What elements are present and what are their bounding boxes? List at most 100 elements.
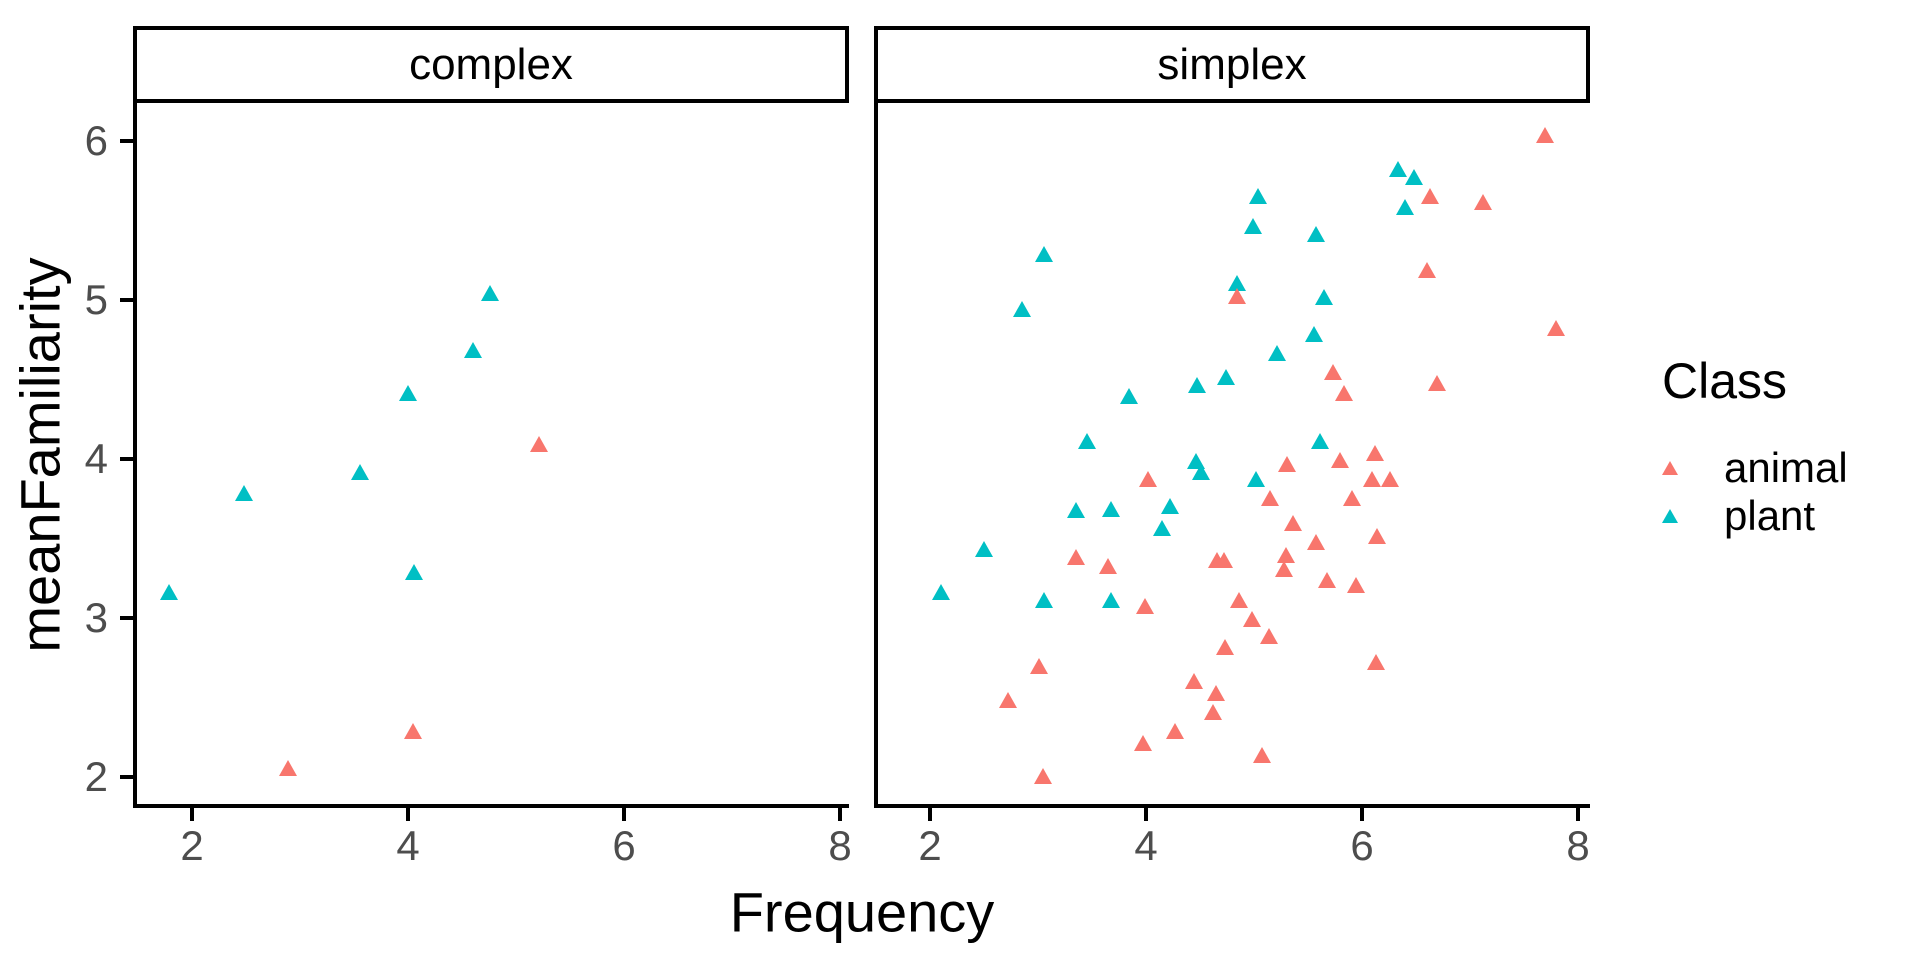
- data-point-animal: [1214, 551, 1233, 568]
- data-point-plant: [1315, 289, 1334, 306]
- x-tick-mark: [1360, 808, 1364, 821]
- data-point-plant: [1216, 368, 1235, 385]
- data-point-animal: [1331, 451, 1350, 468]
- facet-label-complex: complex: [409, 39, 573, 89]
- data-point-plant: [1310, 432, 1329, 449]
- data-point-animal: [1277, 546, 1296, 563]
- x-tick-label: 2: [918, 822, 942, 869]
- data-point-plant: [351, 464, 370, 481]
- x-tick-mark: [406, 808, 410, 821]
- animal-triangle-icon: [1662, 461, 1678, 475]
- data-point-plant: [1187, 376, 1206, 393]
- data-point-animal: [1203, 704, 1222, 721]
- data-point-animal: [1547, 319, 1566, 336]
- plot-panel-complex: [133, 103, 849, 808]
- legend-key-plant: [1662, 509, 1706, 523]
- legend-item-plant: plant: [1662, 492, 1848, 540]
- y-tick-mark: [120, 457, 133, 461]
- data-point-animal: [1252, 747, 1271, 764]
- x-tick-label: 4: [396, 822, 420, 869]
- x-axis-title: Frequency: [729, 880, 995, 944]
- data-point-animal: [1229, 591, 1248, 608]
- data-point-animal: [1275, 561, 1294, 578]
- data-point-plant: [1012, 300, 1031, 317]
- x-tick-label: 2: [180, 822, 204, 869]
- data-point-animal: [1334, 384, 1353, 401]
- plot-panel-simplex: [874, 103, 1590, 808]
- data-point-animal: [1261, 489, 1280, 506]
- data-point-animal: [1166, 723, 1185, 740]
- data-point-plant: [1243, 217, 1262, 234]
- data-point-plant: [1035, 246, 1054, 263]
- legend-key-animal: [1662, 461, 1706, 475]
- data-point-animal: [1473, 194, 1492, 210]
- y-tick-label: 2: [84, 753, 108, 800]
- y-tick-label: 4: [84, 435, 108, 482]
- data-point-animal: [529, 435, 548, 452]
- y-tick-label: 6: [84, 117, 108, 164]
- data-point-plant: [463, 341, 482, 358]
- facet-label-simplex: simplex: [1157, 39, 1307, 89]
- data-point-animal: [1427, 375, 1446, 392]
- data-point-animal: [1184, 672, 1203, 689]
- legend: Class animal plant: [1662, 352, 1848, 540]
- data-point-plant: [975, 540, 993, 557]
- y-tick-mark: [120, 298, 133, 302]
- data-point-plant: [1077, 432, 1096, 449]
- data-point-animal: [1066, 548, 1085, 565]
- data-point-plant: [1388, 160, 1407, 177]
- data-point-plant: [1247, 470, 1266, 487]
- data-point-plant: [1119, 387, 1138, 404]
- data-point-plant: [160, 583, 179, 600]
- x-tick-mark: [190, 808, 194, 821]
- data-point-animal: [998, 691, 1017, 708]
- x-tick-label: 6: [1350, 822, 1374, 869]
- data-point-plant: [1396, 198, 1415, 215]
- data-point-animal: [1346, 577, 1365, 594]
- data-point-plant: [1153, 519, 1172, 536]
- data-point-plant: [1227, 275, 1246, 292]
- data-point-animal: [1421, 187, 1440, 204]
- legend-title: Class: [1662, 353, 1788, 409]
- x-tick-label: 8: [828, 822, 852, 869]
- data-point-animal: [1368, 527, 1387, 544]
- data-point-plant: [1102, 591, 1121, 608]
- data-point-plant: [1035, 591, 1054, 608]
- y-tick-mark: [120, 139, 133, 143]
- data-point-plant: [234, 484, 253, 501]
- data-point-animal: [1030, 658, 1049, 675]
- y-tick-mark: [120, 775, 133, 779]
- data-point-animal: [1278, 456, 1297, 473]
- data-point-plant: [1160, 497, 1179, 514]
- data-point-animal: [1323, 364, 1342, 381]
- data-point-animal: [404, 723, 423, 740]
- data-point-plant: [399, 384, 417, 401]
- data-point-animal: [1306, 534, 1325, 551]
- data-point-plant: [1249, 187, 1268, 204]
- facet-strip-complex: complex: [133, 26, 849, 103]
- data-point-plant: [931, 583, 950, 600]
- data-point-animal: [1242, 610, 1261, 627]
- data-point-animal: [1135, 597, 1154, 614]
- data-point-plant: [1267, 345, 1286, 362]
- y-tick-label: 3: [84, 594, 108, 641]
- x-tick-mark: [838, 808, 842, 821]
- x-tick-mark: [928, 808, 932, 821]
- data-point-animal: [1283, 515, 1302, 532]
- y-tick-mark: [120, 616, 133, 620]
- data-point-plant: [1066, 502, 1085, 519]
- data-point-animal: [1034, 768, 1053, 784]
- x-tick-label: 6: [612, 822, 636, 869]
- data-point-animal: [1535, 127, 1554, 144]
- data-point-animal: [1260, 628, 1279, 645]
- plant-triangle-icon: [1662, 509, 1678, 523]
- data-point-animal: [1318, 572, 1337, 589]
- data-point-animal: [279, 760, 298, 777]
- data-point-plant: [1192, 464, 1211, 481]
- data-point-animal: [1099, 558, 1118, 575]
- legend-label-plant: plant: [1724, 492, 1816, 539]
- data-point-animal: [1365, 445, 1384, 462]
- data-point-animal: [1362, 470, 1381, 487]
- data-point-animal: [1133, 734, 1152, 751]
